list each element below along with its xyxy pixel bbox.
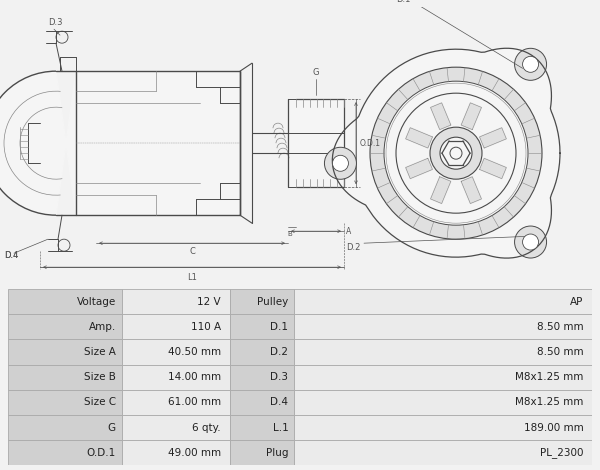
Circle shape [440,137,472,169]
Text: B: B [287,231,292,237]
Text: L1: L1 [187,273,197,282]
Text: 40.50 mm: 40.50 mm [168,347,221,357]
Polygon shape [461,177,481,204]
Circle shape [332,155,349,171]
Bar [76,71,240,215]
Bar [8,314,122,339]
Circle shape [523,234,539,250]
Circle shape [450,147,462,159]
Text: D.4: D.4 [4,251,19,259]
Circle shape [325,147,356,179]
Bar [8,390,122,415]
Text: 110 A: 110 A [191,322,221,332]
Bar [122,440,230,465]
Text: G: G [313,68,319,77]
Text: AP: AP [570,297,583,306]
Text: Size B: Size B [84,372,116,382]
Bar [8,339,122,365]
Bar [230,314,294,339]
Text: D.1: D.1 [271,322,289,332]
Bar [294,440,592,465]
Text: D.2: D.2 [271,347,289,357]
Text: 8.50 mm: 8.50 mm [537,347,583,357]
Bar [294,415,592,440]
Circle shape [384,81,528,225]
Bar [122,314,230,339]
Text: 12 V: 12 V [197,297,221,306]
Text: M8x1.25 mm: M8x1.25 mm [515,372,583,382]
Bar [122,415,230,440]
Bar [8,440,122,465]
Text: L.1: L.1 [272,423,289,432]
Bar [8,365,122,390]
Bar [294,289,592,314]
Bar [288,99,344,187]
Text: G: G [108,423,116,432]
Text: Plug: Plug [266,448,289,458]
Text: D.1: D.1 [396,0,410,4]
Bar [122,390,230,415]
Text: Voltage: Voltage [77,297,116,306]
Bar [294,339,592,365]
Text: Amp.: Amp. [89,322,116,332]
Text: Pulley: Pulley [257,297,289,306]
Bar [294,314,592,339]
Text: D.4: D.4 [4,251,19,259]
Polygon shape [461,103,481,130]
Bar [8,415,122,440]
Text: A: A [346,227,351,235]
Bar [294,365,592,390]
Text: Size C: Size C [84,397,116,407]
Bar [230,339,294,365]
Polygon shape [332,48,560,258]
Circle shape [515,226,547,258]
Text: 189.00 mm: 189.00 mm [524,423,583,432]
Text: M8x1.25 mm: M8x1.25 mm [515,397,583,407]
Text: D.3: D.3 [48,18,62,27]
Polygon shape [479,158,506,179]
Circle shape [370,67,542,239]
Text: D.2: D.2 [346,243,361,251]
Text: D.4: D.4 [271,397,289,407]
Bar [122,339,230,365]
Bar [230,415,294,440]
Text: C: C [189,247,195,256]
Text: 14.00 mm: 14.00 mm [168,372,221,382]
Circle shape [430,127,482,179]
Circle shape [515,48,547,80]
Text: 49.00 mm: 49.00 mm [168,448,221,458]
Circle shape [396,93,516,213]
Text: Size A: Size A [84,347,116,357]
Bar [230,440,294,465]
Text: 61.00 mm: 61.00 mm [168,397,221,407]
Bar [8,289,122,314]
Bar [230,289,294,314]
Polygon shape [406,158,433,179]
Text: O.D.1: O.D.1 [86,448,116,458]
Polygon shape [479,128,506,148]
Text: 8.50 mm: 8.50 mm [537,322,583,332]
Polygon shape [406,128,433,148]
Bar [294,390,592,415]
Bar [230,390,294,415]
Text: 6 qty.: 6 qty. [193,423,221,432]
Text: O.D.1: O.D.1 [360,139,381,148]
Bar [230,365,294,390]
Text: D.3: D.3 [271,372,289,382]
Circle shape [523,56,539,72]
Polygon shape [431,177,451,204]
Text: PL_2300: PL_2300 [540,447,583,458]
Bar [122,365,230,390]
Polygon shape [0,71,76,215]
Bar [122,289,230,314]
Polygon shape [431,103,451,130]
